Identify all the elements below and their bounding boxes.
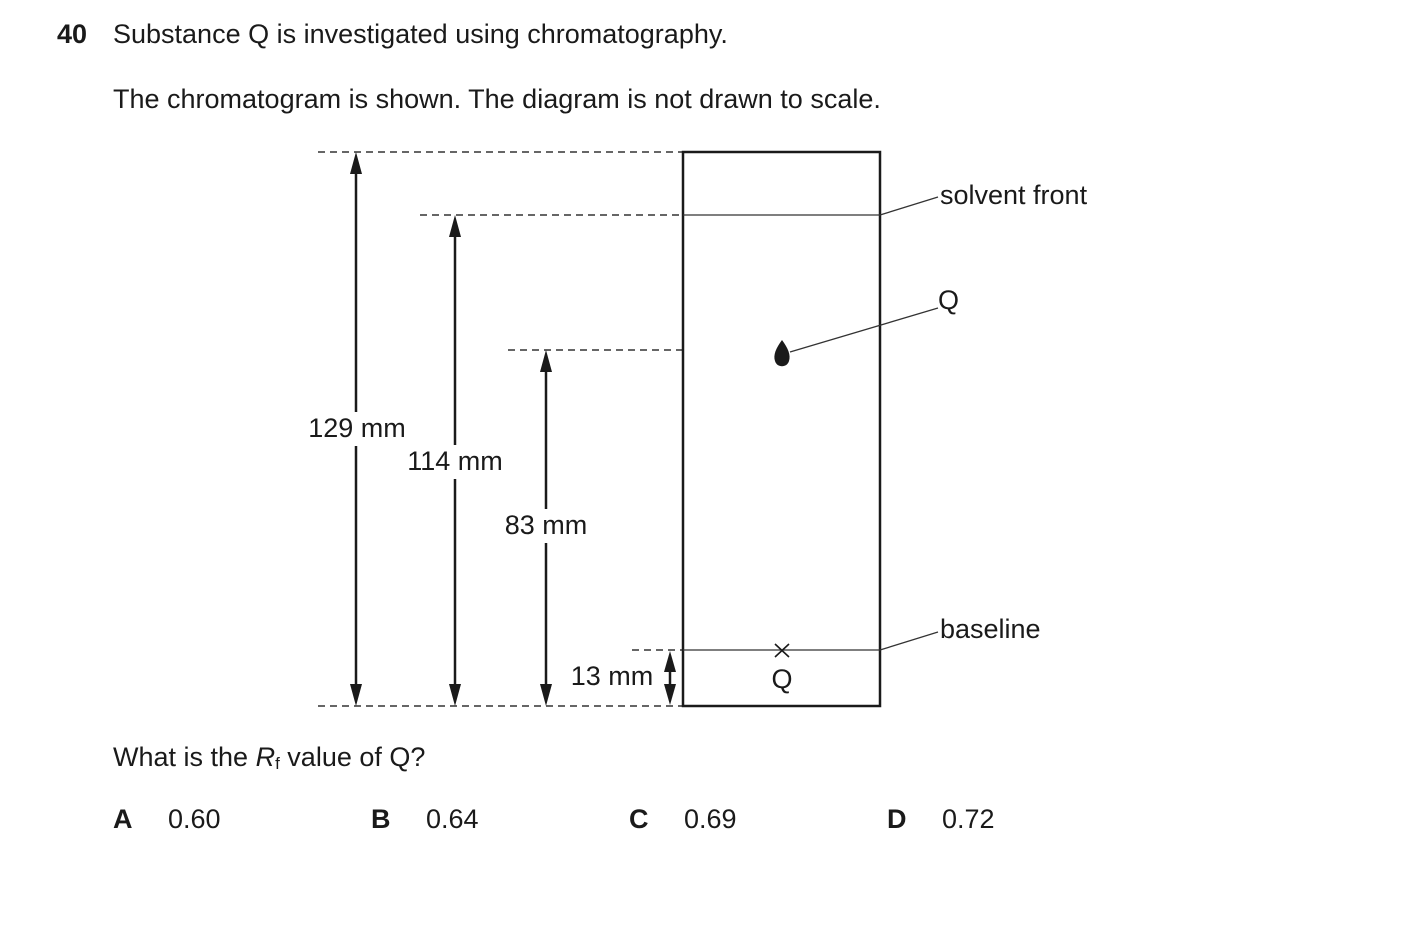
options: A 0.60 B 0.64 C 0.69 D 0.72 xyxy=(113,804,995,834)
measurement: 13 mm xyxy=(571,661,654,691)
chromatogram: solvent front Q baseline Q 129 mm 114 mm… xyxy=(308,150,1088,708)
prompt-symbol: R xyxy=(256,742,276,772)
measurement: 114 mm xyxy=(407,446,503,476)
option-text: 0.60 xyxy=(168,804,221,834)
option-text: 0.64 xyxy=(426,804,479,834)
option-letter: C xyxy=(629,804,649,834)
measurement: 83 mm xyxy=(505,510,588,540)
leader-line xyxy=(879,196,939,216)
arrow-head xyxy=(664,651,676,672)
measurement: 129 mm xyxy=(308,413,406,443)
leader-line xyxy=(879,631,939,651)
label-baseline: baseline xyxy=(940,614,1041,644)
arrow-head xyxy=(350,152,362,174)
leader-line xyxy=(789,307,939,353)
arrow-head xyxy=(540,350,552,372)
question-number: 40 xyxy=(57,19,87,49)
arrow-head xyxy=(449,684,461,706)
option-text: 0.69 xyxy=(684,804,737,834)
prompt-text: value of Q? xyxy=(280,742,426,772)
start-cross xyxy=(774,643,790,658)
option-letter: D xyxy=(887,804,907,834)
label-start: Q xyxy=(771,664,792,694)
option-text: 0.72 xyxy=(942,804,995,834)
arrow-head xyxy=(449,215,461,237)
label-spot: Q xyxy=(938,285,959,315)
prompt-subscript: f xyxy=(275,754,280,773)
arrow-head xyxy=(350,684,362,706)
option-letter: B xyxy=(371,804,391,834)
paper xyxy=(681,150,882,708)
arrow-head xyxy=(540,684,552,706)
spot xyxy=(774,340,790,367)
option-letter: A xyxy=(113,804,133,834)
arrow-head xyxy=(664,684,676,705)
label-solvent-front: solvent front xyxy=(940,180,1088,210)
question-stem: Substance Q is investigated using chroma… xyxy=(113,19,728,49)
prompt: What is the Rf value of Q? xyxy=(113,742,425,773)
question-intro: The chromatogram is shown. The diagram i… xyxy=(113,84,881,114)
prompt-text: What is the xyxy=(113,742,256,772)
